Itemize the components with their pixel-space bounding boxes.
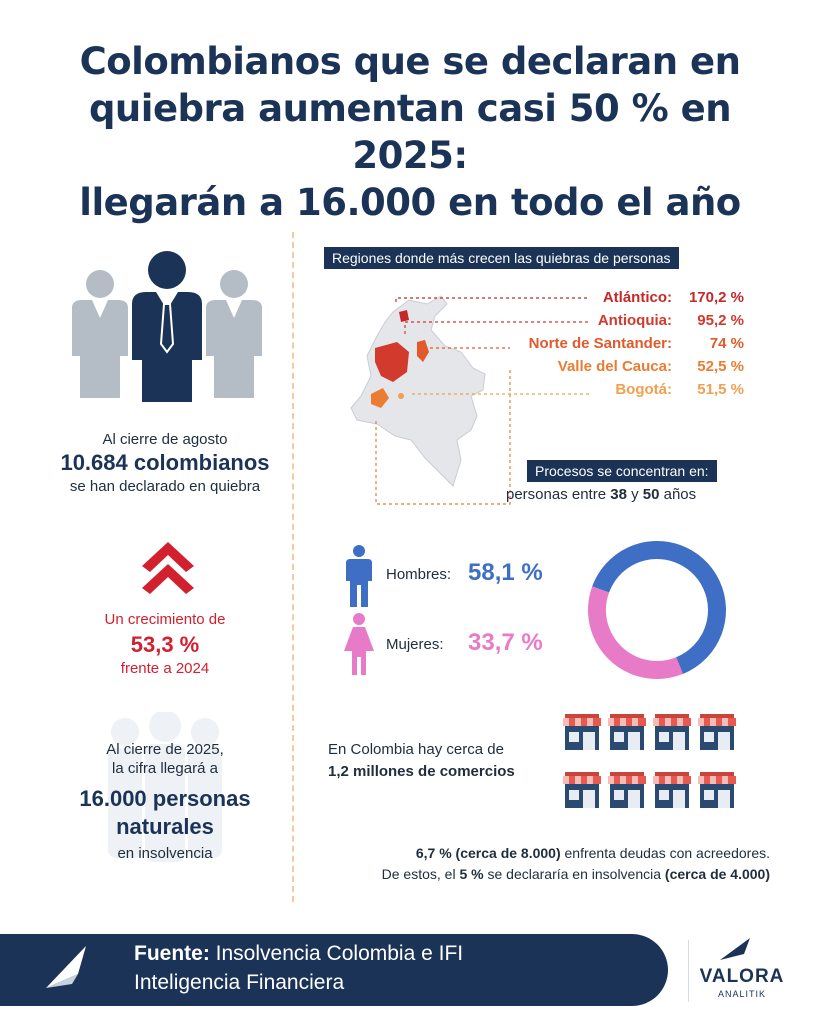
store-icon [698,772,736,808]
stat-growth-line3: frente a 2024 [120,660,210,677]
region-row-antioquia: Antioquia: 95,2 % [480,312,744,335]
region-name: Valle del Cauca: [557,358,672,375]
title-line-2: quiebra aumentan casi 50 % en 2025: [88,87,732,177]
store-icon [563,772,601,808]
stat-growth-line1: Un crecimiento de [104,611,226,628]
debts-bold-1: 6,7 % (cerca de 8.000) [415,845,561,861]
column-divider [292,232,294,902]
valora-brand-icon [720,938,750,960]
region-value: 95,2 % [697,312,744,329]
stat-forecast-highlight-1: 16.000 personas [79,786,251,811]
women-value: 33,7 % [468,629,543,656]
footer-source: Fuente: Insolvencia Colombia e IFI Intel… [134,939,463,997]
stat-declared: Al cierre de agosto 10.684 colombianos s… [40,431,290,495]
store-icon [653,772,691,808]
store-icon [608,714,646,750]
stat-forecast-line2: la cifra llegará a [112,760,218,777]
stat-declared-highlight: 10.684 colombianos [60,450,270,475]
businessmen-group-icon [72,251,262,402]
stores-grid [562,712,742,810]
men-value: 58,1 % [468,559,543,586]
region-name: Bogotá: [615,381,672,398]
stat-growth: Un crecimiento de 53,3 % frente a 2024 [40,611,290,677]
debts-text: 6,7 % (cerca de 8.000) enfrenta deudas c… [300,843,770,885]
region-row-norte-santander: Norte de Santander: 74 % [480,335,744,358]
title-line-3: llegarán a 16.000 en todo el año [79,181,741,224]
debts-text-b: se declararía en insolvencia [483,866,665,882]
stat-declared-line3: se han declarado en quiebra [69,478,261,495]
region-value: 170,2 % [688,289,744,306]
region-value: 52,5 % [697,358,744,375]
brand-subtitle: ANALITIK [717,989,766,999]
women-label: Mujeres: [386,636,444,653]
debts-rest-1: enfrenta deudas con acreedores. [560,845,771,861]
donut-men-segment [588,541,726,679]
debts-text-a: De estos, el [381,866,460,882]
age-prefix: personas entre [506,486,611,503]
debts-line2: De estos, el 5 % se declararía en insolv… [300,864,770,885]
age-range: personas entre 38 y 50 años [506,486,696,503]
store-icon [653,714,691,750]
age-suffix: años [659,486,697,503]
store-icon [608,772,646,808]
region-row-valle-cauca: Valle del Cauca: 52,5 % [480,358,744,381]
stat-forecast-line1: Al cierre de 2025, [106,741,224,758]
region-bogota [398,393,404,399]
footer-bar [0,934,668,1006]
faded-people-icon [108,712,222,862]
age-min: 38 [610,486,627,503]
region-value: 74 % [709,335,744,352]
donut-women-segment [588,541,726,679]
age-max: 50 [642,486,660,503]
region-name: Atlántico: [602,289,672,306]
footer-line-1: Fuente: Insolvencia Colombia e IFI [134,939,463,968]
regions-list: Atlántico: 170,2 % Antioquia: 95,2 % Norte… [480,289,744,404]
debts-line1: 6,7 % (cerca de 8.000) enfrenta deudas c… [300,843,770,864]
man-icon [346,545,372,607]
age-header: Procesos se concentran en: [527,460,717,482]
stat-forecast-line5: en insolvencia [117,845,213,862]
region-value: 51,5 % [697,381,744,398]
age-mid: y [626,486,643,503]
footer-source-1: Insolvencia Colombia e IFI [209,942,464,965]
double-chevron-up-icon [142,542,194,594]
commerce-line1: En Colombia hay cerca de [328,741,504,758]
men-label: Hombres: [386,566,452,583]
region-atlantico [399,310,409,322]
page-title: Colombianos que se declaran en quiebra a… [30,38,790,226]
store-icon [698,714,736,750]
leader-lines [375,297,590,505]
store-icon [563,714,601,750]
region-name: Antioquia: [597,312,672,329]
stat-growth-highlight: 53,3 % [130,632,200,657]
debts-bold-2: 5 % [459,866,484,882]
footer-label: Fuente: [134,942,210,965]
stat-forecast-highlight-2: naturales [116,814,214,839]
region-name: Norte de Santander: [528,335,672,352]
region-row-bogota: Bogotá: 51,5 % [480,381,744,404]
footer-line-2: Inteligencia Financiera [134,971,345,994]
commerce-line2: 1,2 millones de comercios [328,763,515,780]
debts-bold-3: (cerca de 4.000) [664,866,770,882]
gender-donut [588,541,726,679]
region-valle-cauca [371,388,389,408]
brand-name: VALORA [699,966,785,987]
valora-logo-icon [46,946,86,988]
stat-forecast: Al cierre de 2025, la cifra llegará a 16… [40,741,290,862]
footer-divider [688,940,689,1002]
regions-header: Regiones donde más crecen las quiebras d… [324,247,679,269]
region-norte-santander [417,340,429,362]
colombia-map [350,295,486,487]
woman-icon [344,613,374,675]
stat-declared-line1: Al cierre de agosto [102,431,228,448]
title-line-1: Colombianos que se declaran en [79,40,741,83]
region-antioquia [375,342,409,382]
region-row-atlantico: Atlántico: 170,2 % [480,289,744,312]
